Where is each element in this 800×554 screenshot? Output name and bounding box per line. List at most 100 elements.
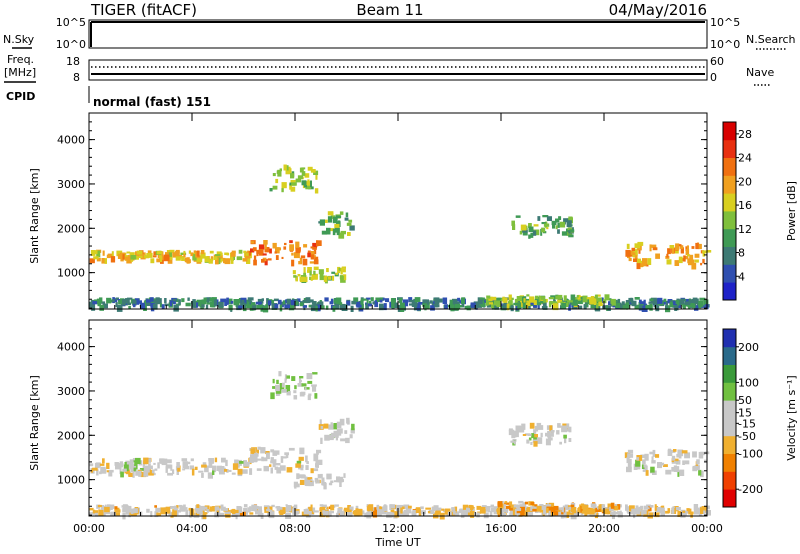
velocity-cell [527,510,534,516]
velocity-cell [269,464,272,467]
nsky-label: N.Sky [3,33,35,46]
velocity-cell [255,510,261,515]
velocity-cell [490,507,497,512]
velocity-cell [435,509,441,515]
velocity-cell [313,468,319,472]
velocity-cell [114,512,120,516]
velocity-cell [518,500,524,504]
power-cell [375,297,382,302]
velocity-cell [536,505,542,512]
power-cell [634,305,640,309]
power-cell [687,254,691,257]
velocity-cell [546,507,549,513]
power-cell [576,295,579,298]
power-cell [274,303,279,309]
velocity-cell [575,510,579,517]
velocity-cell [204,465,209,473]
power-cell [345,212,349,218]
power-cell [132,300,137,306]
velocity-cell [645,507,650,510]
power-cell [312,302,317,306]
power-cell [596,302,599,309]
velocity-cell [706,505,710,510]
power-cell [628,297,634,303]
power-cell [334,304,340,310]
power-cell [647,258,652,265]
velocity-cell [563,434,567,439]
power-cell [208,258,213,264]
velocity-cell [181,458,188,462]
power-cell [594,294,598,299]
power-cell [183,253,186,258]
velocity-cell [323,511,329,516]
power-cell [633,258,638,262]
velocity-cell [209,506,216,512]
velocity-cell [550,430,555,433]
velocity-cell [319,419,322,426]
power-cell [500,298,504,301]
power-cell [366,298,369,304]
power-cell [245,253,250,256]
velocity-cell [526,439,530,444]
velocity-cell [692,465,699,470]
power-cell [332,228,336,236]
power-cell [173,304,179,312]
power-cell [535,296,540,304]
power-cell [520,224,527,231]
power-cell [209,250,214,254]
power-cell [631,247,635,251]
velocity-cell [505,505,511,509]
power-frame [88,112,708,310]
power-cell [604,294,610,301]
velocity-cell [291,376,296,381]
power-cell [579,297,585,300]
power-cell [293,275,297,278]
power-cell [516,296,523,301]
power-cell [101,258,105,264]
velocity-cell [182,468,186,471]
velocity-cell [138,472,142,477]
power-cell [489,302,493,305]
power-cell [319,219,325,226]
velocity-cell [536,437,543,444]
velocity-cell [636,455,643,461]
power-cell [650,298,654,301]
velocity-cell [330,422,333,426]
power-cell [144,254,147,259]
power-cell [178,299,181,305]
velocity-cell [517,504,523,510]
power-cell [461,300,465,308]
power-cell [318,301,324,306]
power-cell [289,240,293,244]
velocity-cell [390,509,395,513]
velocity-cell [151,469,155,474]
power-cell [309,261,315,264]
velocity-feature-8 [624,448,710,478]
velocity-cell [320,437,323,444]
velocity-cell [472,507,475,511]
power-cell [338,267,342,271]
power-cell [226,253,230,256]
power-cell [313,266,319,270]
power-cell [95,250,98,255]
power-cell [372,301,377,305]
velocity-cell [214,457,218,463]
velocity-cell [299,479,305,485]
power-cell [543,301,547,307]
power-cell [122,299,126,306]
velocity-cell [258,506,262,511]
velocity-cell [510,440,515,443]
velocity-cell [543,506,546,511]
power-cell [230,252,236,257]
power-cell [251,241,255,244]
velocity-cell [184,465,190,470]
power-cell [438,298,443,303]
velocity-cell [234,509,239,513]
velocity-cell [344,430,348,434]
velocity-cell [534,425,539,432]
velocity-cell [403,509,409,516]
velocity-cell [132,471,135,478]
velocity-cell [310,468,314,474]
power-cell [256,251,259,257]
power-cell [473,301,480,308]
